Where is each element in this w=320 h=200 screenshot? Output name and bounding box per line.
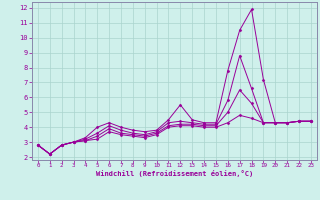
- X-axis label: Windchill (Refroidissement éolien,°C): Windchill (Refroidissement éolien,°C): [96, 170, 253, 177]
